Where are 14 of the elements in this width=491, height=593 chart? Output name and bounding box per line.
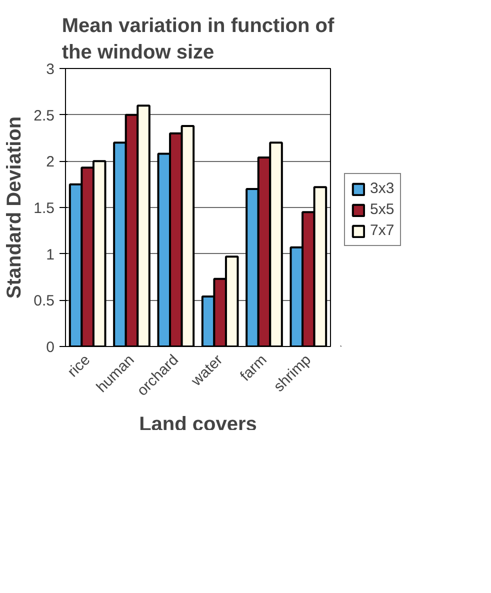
legend-label: 7x7 [370, 222, 394, 239]
y-tick-label: 0 [46, 339, 54, 356]
legend-label: 3x3 [370, 180, 394, 197]
y-tick-label: 3 [46, 61, 54, 78]
y-tick-label: 1 [46, 246, 54, 264]
y-tick-label: 1.5 [34, 200, 55, 217]
y-axis-title: Standard Deviation [4, 116, 26, 299]
legend-label: 5x5 [370, 201, 394, 218]
x-tick-label: farm [237, 351, 270, 385]
y-tick-label: 0.5 [34, 292, 55, 310]
y-tick-label: 2.5 [34, 107, 55, 124]
x-tick-label: rice [64, 351, 94, 381]
chart-title: Mean variation in function of the window size [62, 15, 334, 64]
y-tick-label: 2 [46, 154, 54, 171]
